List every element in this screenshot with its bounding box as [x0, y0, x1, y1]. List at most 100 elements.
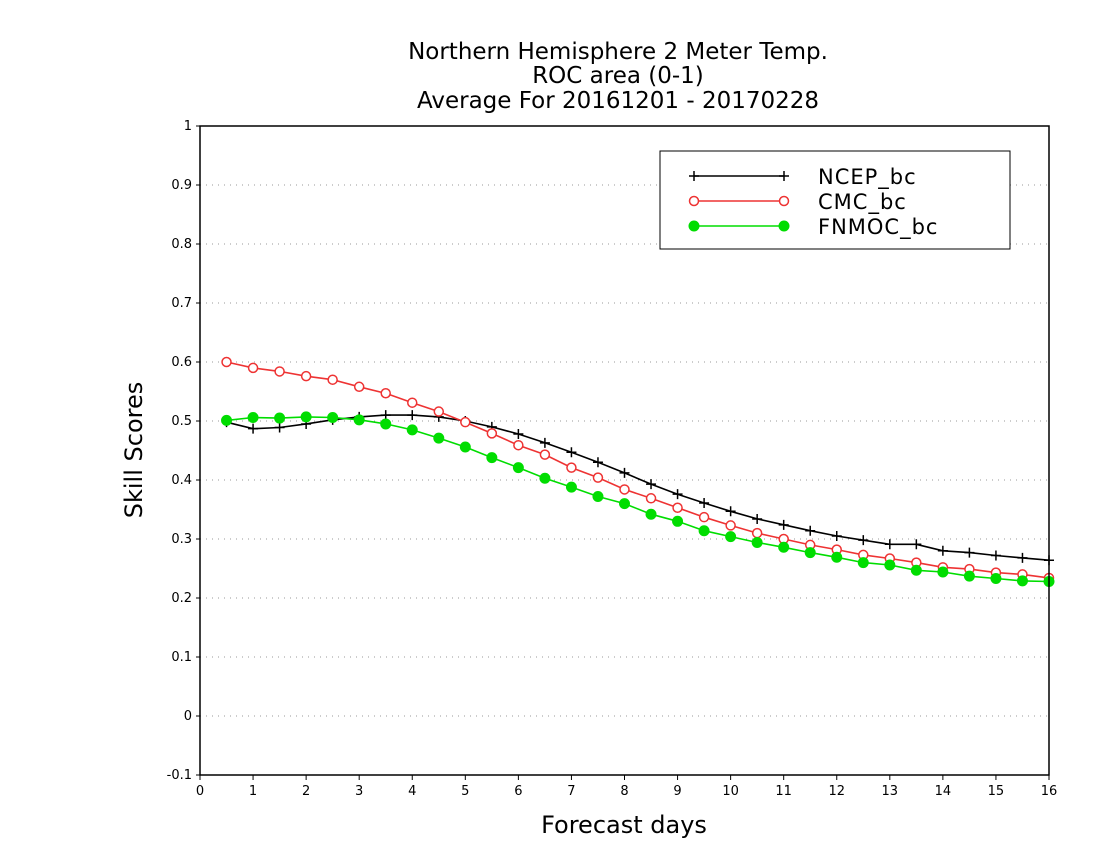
data-point-fnmoc-bc	[672, 515, 684, 527]
chart-title-line-3: Average For 20161201 - 20170228	[417, 88, 819, 114]
y-tick-label: 0.8	[171, 237, 192, 252]
y-tick-label: 0.9	[171, 178, 192, 193]
data-point-fnmoc-bc	[619, 498, 630, 510]
data-point-cmc-bc	[751, 527, 763, 539]
data-point-fnmoc-bc	[353, 414, 365, 426]
legend-entry-cmc-bc: CMC_bc	[688, 190, 907, 215]
data-point-ncep-bc	[592, 457, 603, 468]
y-tick-label: 0.1	[171, 650, 192, 665]
series-line-cmc-bc	[226, 361, 1050, 579]
data-point-ncep-bc	[778, 519, 789, 530]
legend-label-fnmoc-bc: FNMOC_bc	[818, 215, 938, 240]
data-point-fnmoc-bc	[698, 525, 710, 537]
data-point-fnmoc-bc	[910, 564, 922, 576]
data-point-ncep-bc	[566, 447, 577, 458]
x-tick-label: 12	[828, 784, 845, 799]
x-tick-label: 10	[722, 784, 739, 799]
data-point-ncep-bc	[539, 437, 550, 448]
data-point-cmc-bc	[672, 502, 683, 513]
data-point-fnmoc-bc	[778, 541, 790, 553]
data-point-fnmoc-bc	[300, 411, 312, 423]
data-point-fnmoc-bc	[406, 424, 418, 436]
y-tick-label: 0.7	[171, 296, 192, 311]
data-point-ncep-bc	[672, 489, 683, 500]
data-point-fnmoc-bc	[221, 414, 233, 426]
data-point-ncep-bc	[752, 513, 763, 524]
data-point-fnmoc-bc	[725, 531, 737, 543]
series-fnmoc-bc	[221, 411, 1055, 587]
data-point-cmc-bc	[327, 374, 338, 385]
y-axis-label: Skill Scores	[120, 382, 148, 519]
x-tick-label: 6	[514, 784, 522, 799]
data-point-fnmoc-bc	[804, 547, 816, 559]
x-tick-label: 7	[567, 784, 575, 799]
data-point-ncep-bc	[990, 550, 1001, 561]
data-point-cmc-bc	[274, 366, 285, 377]
data-point-ncep-bc	[380, 410, 391, 421]
chart-title-line-1: Northern Hemisphere 2 Meter Temp.	[408, 39, 828, 65]
data-point-ncep-bc	[646, 479, 657, 490]
data-point-fnmoc-bc	[380, 418, 392, 430]
y-tick-label: 0.3	[171, 532, 192, 547]
data-point-ncep-bc	[937, 545, 948, 556]
data-point-ncep-bc	[725, 506, 736, 517]
y-tick-label: 0.5	[171, 414, 192, 429]
data-point-ncep-bc	[699, 498, 710, 509]
legend-label-cmc-bc: CMC_bc	[818, 190, 907, 215]
data-point-ncep-bc	[1017, 552, 1028, 563]
data-point-cmc-bc	[247, 362, 259, 374]
data-point-fnmoc-bc	[565, 481, 577, 493]
x-tick-label: 9	[673, 784, 681, 799]
data-point-fnmoc-bc	[486, 452, 498, 464]
series-line-ncep-bc	[226, 414, 1050, 561]
data-point-ncep-bc	[407, 410, 418, 421]
data-point-ncep-bc	[884, 539, 895, 550]
data-point-fnmoc-bc	[1016, 575, 1028, 587]
data-point-fnmoc-bc	[857, 557, 869, 569]
y-tick-label: 1	[184, 119, 192, 134]
x-tick-label: 4	[408, 784, 416, 799]
data-point-cmc-bc	[539, 449, 551, 460]
data-point-ncep-bc	[964, 547, 975, 558]
x-tick-label: 13	[882, 784, 899, 799]
data-point-cmc-bc	[433, 406, 445, 417]
legend-marker-end-cmc-bc	[778, 195, 790, 207]
legend-marker-start-cmc-bc	[688, 195, 700, 207]
legend-marker-end-ncep-bc	[779, 171, 789, 181]
x-tick-label: 15	[988, 784, 1005, 799]
x-tick-label: 0	[196, 784, 204, 799]
data-point-cmc-bc	[407, 397, 418, 408]
data-point-ncep-bc	[831, 531, 842, 542]
x-tick-label: 14	[935, 784, 952, 799]
series-line-fnmoc-bc	[226, 416, 1050, 583]
y-tick-label: 0.2	[171, 591, 192, 606]
legend-marker-end-fnmoc-bc	[778, 220, 790, 232]
legend-marker-start-fnmoc-bc	[688, 220, 700, 232]
plot-frame	[199, 125, 1050, 776]
data-point-fnmoc-bc	[274, 412, 286, 424]
x-tick-label: 8	[620, 784, 628, 799]
data-point-fnmoc-bc	[937, 566, 949, 578]
x-tick-label: 11	[775, 784, 792, 799]
data-point-cmc-bc	[566, 462, 577, 473]
y-tick-label: 0.6	[171, 355, 192, 370]
x-tick-label: 16	[1041, 784, 1058, 799]
data-point-ncep-bc	[274, 422, 285, 433]
y-axis-ticks: -0.1 0 0.1 0.2 0.3 0.4 0.5 0.6 0.7 0.8 0.9 1	[167, 119, 200, 783]
data-point-ncep-bc	[248, 423, 259, 434]
series-lines	[221, 356, 1055, 587]
data-point-fnmoc-bc	[539, 472, 551, 484]
data-point-fnmoc-bc	[884, 559, 896, 571]
x-tick-label: 1	[249, 784, 257, 799]
data-point-fnmoc-bc	[831, 551, 843, 563]
data-point-cmc-bc	[353, 381, 365, 393]
legend-entry-fnmoc-bc: FNMOC_bc	[688, 215, 938, 240]
data-point-cmc-bc	[645, 493, 657, 504]
x-tick-label: 5	[461, 784, 469, 799]
y-tick-label: -0.1	[167, 768, 192, 783]
data-point-cmc-bc	[698, 511, 710, 523]
data-point-fnmoc-bc	[247, 411, 259, 423]
data-point-ncep-bc	[805, 525, 816, 536]
